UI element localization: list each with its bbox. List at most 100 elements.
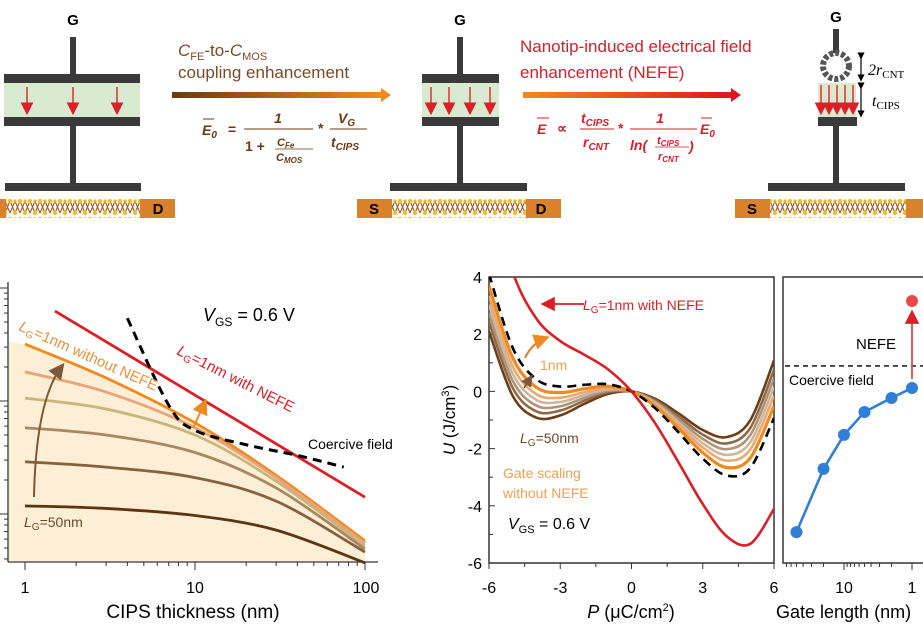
x-tick-label: 1 [908,580,917,597]
data-point [858,405,871,418]
scaling-arrow [33,362,65,498]
drain-contact [526,199,561,218]
label-1nm-with-nefe: LG=1nm with NEFE [173,342,297,418]
svg-text:rCNT: rCNT [583,134,610,153]
series-without-nefe [795,386,913,533]
svg-text:VG: VG [338,110,355,129]
svg-text:1: 1 [274,110,282,126]
series-lg50 [24,504,366,565]
step1-formula: E0 = 1 1 + CFe CMOS * VG tCIPS [202,110,367,165]
y-axis-label: U (J/cm3) [440,385,459,455]
y-tick-label: 0 [473,384,482,401]
step2-nefe: Nanotip-induced electrical field enhance… [520,37,752,164]
field-vs-thickness-chart: VGS = 0.6 V LG=1nm without NEFE LG=1nm w… [0,282,393,623]
series-lg3 [24,396,366,548]
svg-text:CMOS: CMOS [276,152,303,165]
stem [457,126,463,183]
svg-text:rCNT: rCNT [658,151,680,164]
svg-text:CFe: CFe [277,137,295,150]
x-axis-label: Gate length (nm) [776,602,911,622]
step2-formula: E ∝ tCIPS rCNT * 1 ln( tCIPS rCNT ) E0 [537,110,715,164]
field-arrows [424,87,497,116]
step1-arrow [172,92,382,98]
drain-label: D [153,201,164,218]
step2-title-line2: enhancement (NEFE) [520,63,684,82]
top-plate [4,74,140,83]
cnt-icon [820,50,852,82]
energy-landscape-chart: 4 2 0 -2 -4 -6-6 -3 0 3 6 LG=1nm with NEFE 1nm LG… [440,270,779,622]
data-point [838,428,850,441]
plot-frame [488,276,775,564]
dim-cnt-label: 2rCNT [868,62,905,81]
stem [70,126,76,183]
svg-text:∝: ∝ [557,120,567,136]
bottom-plate [4,117,140,126]
mos2-channel [770,199,906,218]
scaling-arrow [524,334,550,359]
svg-text:): ) [687,138,694,154]
y-tick-label: 4 [473,270,482,287]
label-nefe: NEFE [856,336,896,353]
series-lg2 [24,370,366,545]
stem [833,126,839,183]
gate-label: G [67,12,79,29]
label-coercive-field: Coercive field [308,436,393,452]
scaling-arrow [521,374,533,389]
device-baseline: G D [0,12,175,218]
data-point [906,381,918,394]
device-nanotip: G 2rCNT tCIPS S D [735,9,923,218]
data-point [817,462,830,475]
series-coercive [125,317,345,469]
gate-stem [457,37,463,77]
svg-text:=: = [228,121,236,137]
source-contact [0,199,6,218]
mos2-channel [392,199,526,218]
step2-arrowhead [731,88,741,102]
mos2-channel [6,199,140,218]
step2-title-line1: Nanotip-induced electrical field [520,37,752,56]
y-tick-label: -2 [468,442,482,459]
x-tick-label: 100 [353,580,380,597]
scaling-arrow [192,398,208,429]
svg-text:tCIPS: tCIPS [657,135,680,148]
source-contact [735,199,770,218]
field-vs-gate-length-chart: NEFE Coercive field 10 1 Gate length (nm… [776,276,923,622]
gate-plate [390,183,527,191]
y-tick-label: 2 [473,327,482,344]
data-point [790,526,803,539]
series-lg5 [24,460,366,554]
top-plate [422,74,499,83]
device-coupled: G S D [357,12,561,218]
gate-label: G [454,12,466,29]
x-tick-label: 1 [21,580,30,597]
label-50nm: LG=50nm [24,514,83,533]
field-arrows [814,85,860,116]
x-tick-label: 3 [698,580,707,597]
axes [0,282,378,570]
label-without-nefe: without NEFE [502,485,589,501]
drain-label: D [536,201,547,218]
series-lg3 [489,312,774,451]
cips-layer [4,83,140,117]
gate-label: G [830,9,842,26]
y-tick-label: -4 [468,499,482,516]
x-tick-label: -6 [482,580,496,597]
x-axis-label: CIPS thickness (nm) [106,602,279,623]
source-label: S [369,201,379,218]
step1-coupling: CFE-to-CMOS coupling enhancement E0 = 1 … [172,41,391,165]
svg-text:tCIPS: tCIPS [331,134,359,153]
label-1nm-with-nefe: LG=1nm with NEFE [583,297,704,316]
label-gate-scaling: Gate scaling [503,465,581,481]
data-point-with-nefe [906,295,918,308]
source-label: S [747,201,757,218]
drain-contact [906,199,923,218]
gate-plate [5,183,141,191]
series-with_nefe [513,277,774,547]
x-axis-label: P (μC/cm2) [587,602,675,622]
svg-text:E0: E0 [202,122,217,141]
bottom-plate [422,117,499,126]
label-coercive-field: Coercive field [789,372,874,388]
series-with_nefe [54,309,366,499]
data-point [885,391,898,404]
